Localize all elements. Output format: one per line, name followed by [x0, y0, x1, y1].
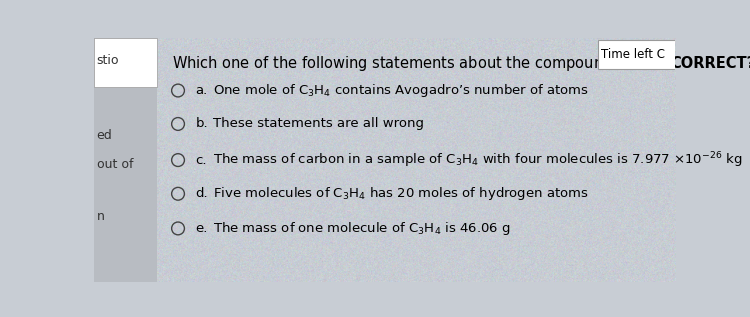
- FancyBboxPatch shape: [94, 38, 157, 87]
- Text: Five molecules of $\mathregular{C_3H_4}$ has 20 moles of hydrogen atoms: Five molecules of $\mathregular{C_3H_4}$…: [213, 185, 589, 202]
- Text: e.: e.: [196, 222, 208, 235]
- Text: Which one of the following statements about the compound $\mathregular{C_3H_4}$ : Which one of the following statements ab…: [172, 54, 670, 73]
- Text: Time left C: Time left C: [601, 48, 664, 61]
- FancyBboxPatch shape: [94, 38, 157, 282]
- Text: b.: b.: [196, 118, 208, 131]
- Text: These statements are all wrong: These statements are all wrong: [213, 118, 424, 131]
- Text: CORRECT?: CORRECT?: [670, 56, 750, 71]
- Text: n: n: [97, 210, 104, 223]
- Text: The mass of carbon in a sample of $\mathregular{C_3H_4}$ with four molecules is : The mass of carbon in a sample of $\math…: [213, 150, 742, 170]
- Text: ed: ed: [97, 129, 112, 142]
- Text: out of: out of: [97, 158, 134, 171]
- Text: a.: a.: [196, 84, 208, 97]
- Text: The mass of one molecule of $\mathregular{C_3H_4}$ is 46.06 g: The mass of one molecule of $\mathregula…: [213, 220, 511, 237]
- Text: d.: d.: [196, 187, 208, 200]
- Text: stio: stio: [97, 54, 119, 67]
- Text: One mole of $\mathregular{C_3H_4}$ contains Avogadro’s number of atoms: One mole of $\mathregular{C_3H_4}$ conta…: [213, 82, 589, 99]
- FancyBboxPatch shape: [598, 41, 676, 68]
- Text: c.: c.: [196, 153, 207, 167]
